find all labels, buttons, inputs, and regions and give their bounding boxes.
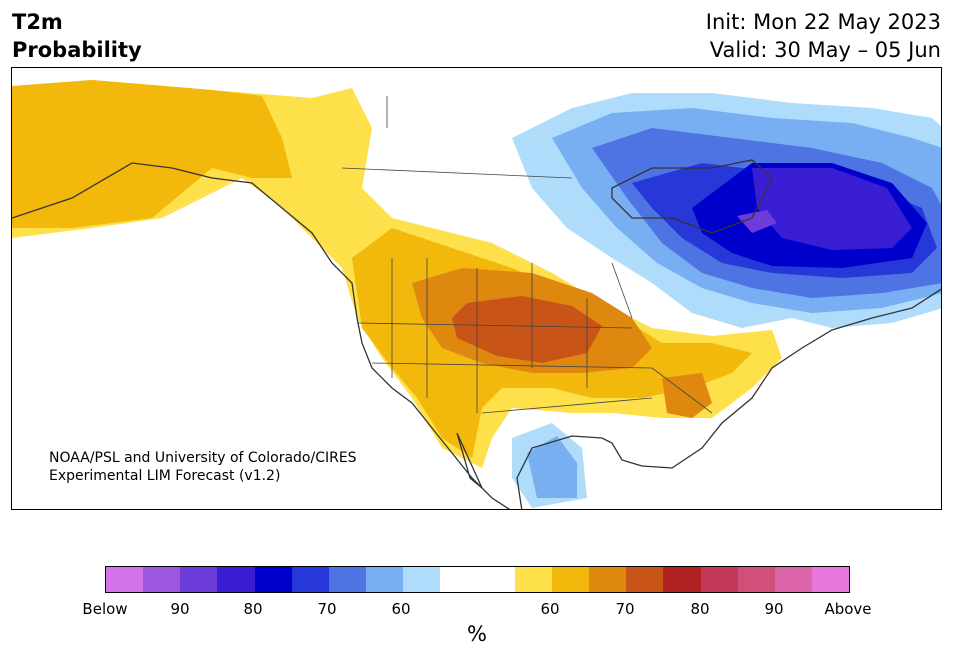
colorbar-swatch <box>366 567 404 592</box>
colorbar-tick-label: 80 <box>243 600 263 618</box>
colorbar-swatch <box>180 567 218 592</box>
colorbar-tick-label: Above <box>824 600 872 618</box>
forecast-map: NOAA/PSL and University of Colorado/CIRE… <box>11 67 942 510</box>
colorbar-swatch <box>106 567 144 592</box>
credit-line-1: NOAA/PSL and University of Colorado/CIRE… <box>49 450 357 466</box>
colorbar-tick-label: 70 <box>615 600 635 618</box>
forecast-dates: Init: Mon 22 May 2023 Valid: 30 May – 05… <box>706 8 941 64</box>
colorbar-swatch <box>477 567 515 592</box>
colorbar-tick-label: Below <box>82 600 128 618</box>
colorbar-swatch <box>291 567 329 592</box>
cold-region-85 <box>752 168 912 250</box>
map-credit: NOAA/PSL and University of Colorado/CIRE… <box>49 449 357 485</box>
coastline <box>12 159 941 509</box>
probability-colorbar <box>105 566 850 593</box>
colorbar-unit: % <box>467 622 487 646</box>
warm-region-75 <box>452 296 602 363</box>
colorbar-swatch <box>811 567 850 592</box>
colorbar-swatch <box>254 567 292 592</box>
colorbar-swatch <box>663 567 701 592</box>
colorbar-tick-label: 60 <box>540 600 560 618</box>
variable-label: T2m <box>12 10 63 34</box>
colorbar-swatch <box>737 567 775 592</box>
map-title: T2m Probability <box>12 8 142 64</box>
colorbar-tick-label: 90 <box>170 600 190 618</box>
colorbar-swatch <box>403 567 441 592</box>
product-label: Probability <box>12 38 142 62</box>
colorbar-swatch <box>143 567 181 592</box>
colorbar-swatch <box>700 567 738 592</box>
map-canvas <box>12 80 941 509</box>
colorbar-tick-label: 60 <box>391 600 411 618</box>
colorbar-tick-label: 80 <box>690 600 710 618</box>
colorbar-swatch <box>551 567 590 592</box>
colorbar-tick-label: 70 <box>317 600 337 618</box>
colorbar-swatch <box>626 567 664 592</box>
colorbar-swatch <box>514 567 552 592</box>
colorbar-swatch <box>774 567 812 592</box>
colorbar-swatch <box>440 567 478 592</box>
credit-line-2: Experimental LIM Forecast (v1.2) <box>49 468 281 484</box>
state-borders <box>341 96 713 414</box>
init-date: Init: Mon 22 May 2023 <box>705 10 941 34</box>
colorbar-swatch <box>328 567 367 592</box>
colorbar-tick-label: 90 <box>764 600 784 618</box>
colorbar-swatch <box>217 567 255 592</box>
cold-region-90 <box>737 210 777 233</box>
valid-range: Valid: 30 May – 05 Jun <box>709 38 941 62</box>
colorbar-swatch <box>589 567 627 592</box>
